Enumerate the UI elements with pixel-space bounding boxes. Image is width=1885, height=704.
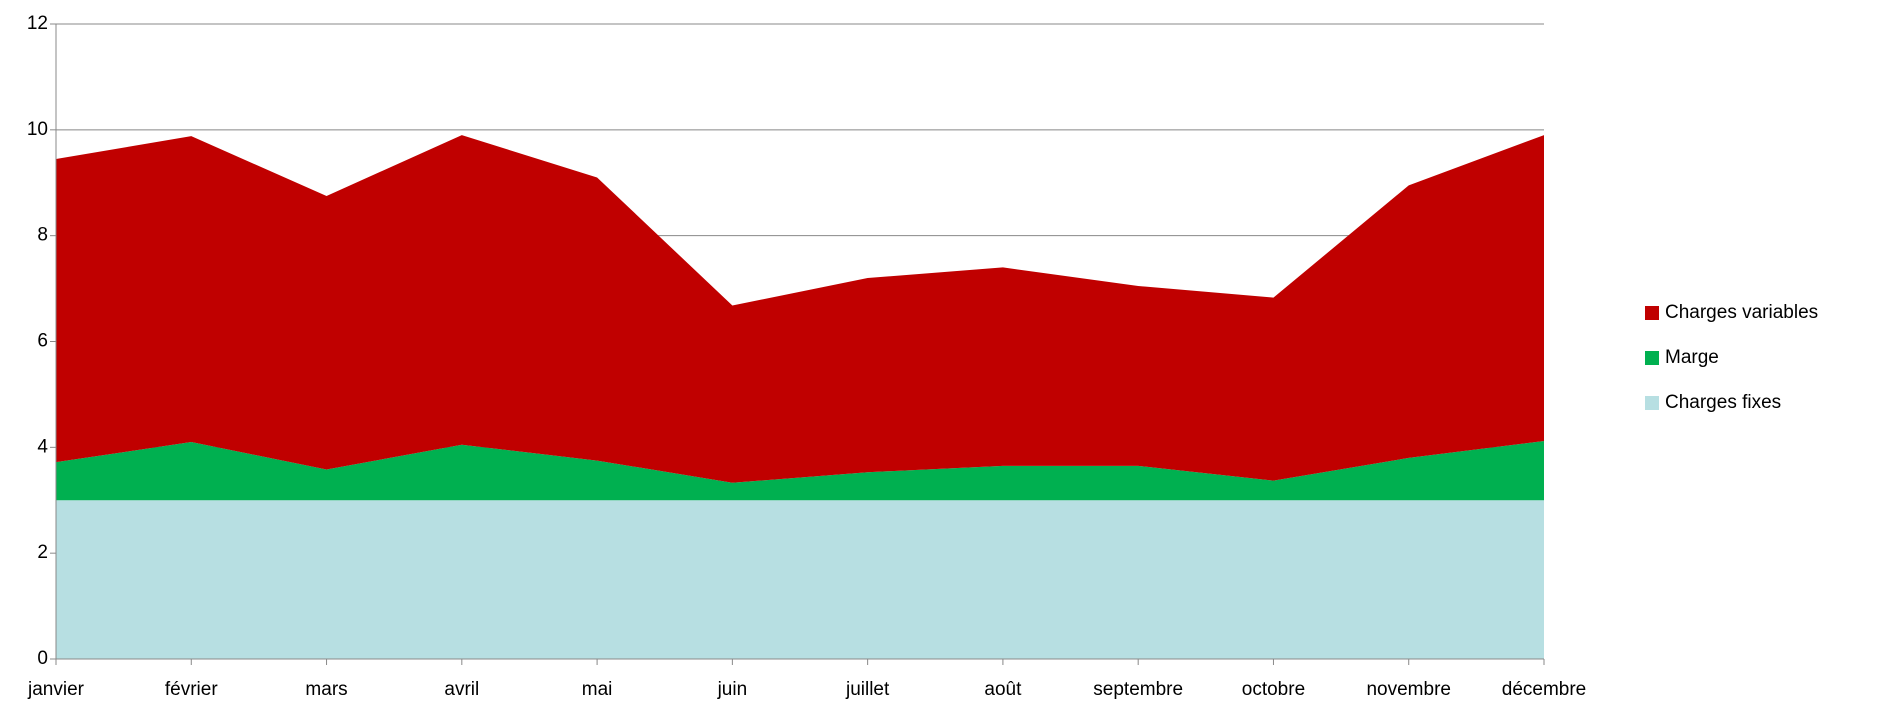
legend-label: Charges fixes	[1665, 392, 1781, 413]
area	[56, 500, 1544, 659]
x-tick-label: octobre	[1242, 679, 1305, 700]
legend-label: Charges variables	[1665, 302, 1818, 323]
area	[56, 135, 1544, 483]
legend-swatch	[1645, 351, 1659, 365]
legend-swatch	[1645, 396, 1659, 410]
x-tick-label: septembre	[1093, 679, 1183, 700]
x-tick-label: novembre	[1366, 679, 1451, 700]
y-tick-label: 6	[37, 331, 48, 352]
area	[56, 440, 1544, 501]
legend-label: Marge	[1665, 347, 1719, 368]
x-tick-label: mars	[305, 679, 347, 700]
x-tick-label: juin	[717, 679, 748, 700]
x-tick-label: janvier	[27, 679, 85, 700]
y-tick-label: 12	[27, 13, 48, 34]
y-tick-label: 0	[37, 648, 48, 669]
x-tick-label: juillet	[845, 679, 890, 700]
x-tick-label: février	[165, 679, 218, 700]
x-tick-label: avril	[444, 679, 479, 700]
y-tick-label: 8	[37, 225, 48, 246]
x-tick-label: décembre	[1502, 679, 1587, 700]
x-tick-label: août	[984, 679, 1022, 700]
x-tick-label: mai	[582, 679, 613, 700]
y-tick-label: 10	[27, 119, 48, 140]
legend-swatch	[1645, 306, 1659, 320]
y-tick-label: 2	[37, 542, 48, 563]
y-tick-label: 4	[37, 436, 48, 457]
